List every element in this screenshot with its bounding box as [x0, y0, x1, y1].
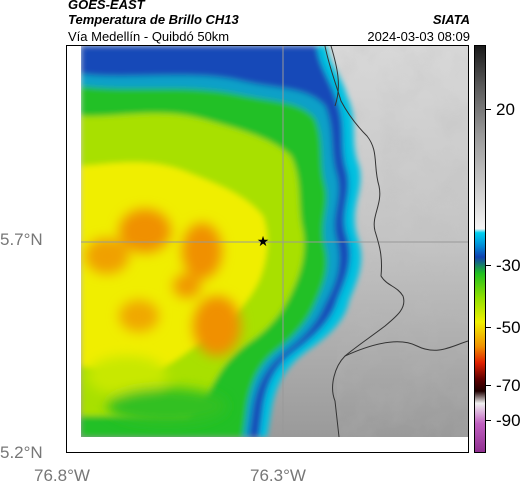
tick	[486, 265, 491, 266]
satellite-map[interactable]: ★	[66, 45, 469, 453]
river-line	[330, 46, 339, 107]
border-line	[324, 46, 405, 438]
colorbar	[474, 45, 486, 453]
colorbar-label-m30: -30	[496, 256, 521, 275]
satellite-title: GOES-EAST	[68, 0, 145, 12]
border-line-2	[344, 340, 468, 357]
brand-label: SIATA	[432, 12, 470, 27]
left-strip	[67, 46, 81, 452]
tick	[486, 327, 491, 328]
colorbar-ticks	[486, 45, 492, 453]
tick	[486, 385, 491, 386]
colorbar-label-20: 20	[496, 100, 515, 119]
star-icon: ★	[257, 234, 270, 250]
map-canvas: ★	[67, 46, 468, 452]
timestamp: 2024-03-03 08:09	[367, 29, 470, 44]
product-title: Temperatura de Brillo CH13	[68, 12, 239, 27]
route-subtitle: Vía Medellín - Quibdó 50km	[68, 29, 230, 44]
tick	[486, 420, 491, 421]
lon-label-76.3: 76.3°W	[250, 466, 306, 485]
bottom-strip	[67, 437, 468, 452]
colorbar-label-m90: -90	[496, 411, 521, 430]
colorbar-label-m70: -70	[496, 376, 521, 395]
lat-label-5.2: 5.2°N	[0, 443, 43, 462]
lat-label-5.7: 5.7°N	[0, 230, 43, 249]
lon-label-76.8: 76.8°W	[34, 466, 90, 485]
colorbar-label-m50: -50	[496, 318, 521, 337]
tick	[486, 109, 491, 110]
